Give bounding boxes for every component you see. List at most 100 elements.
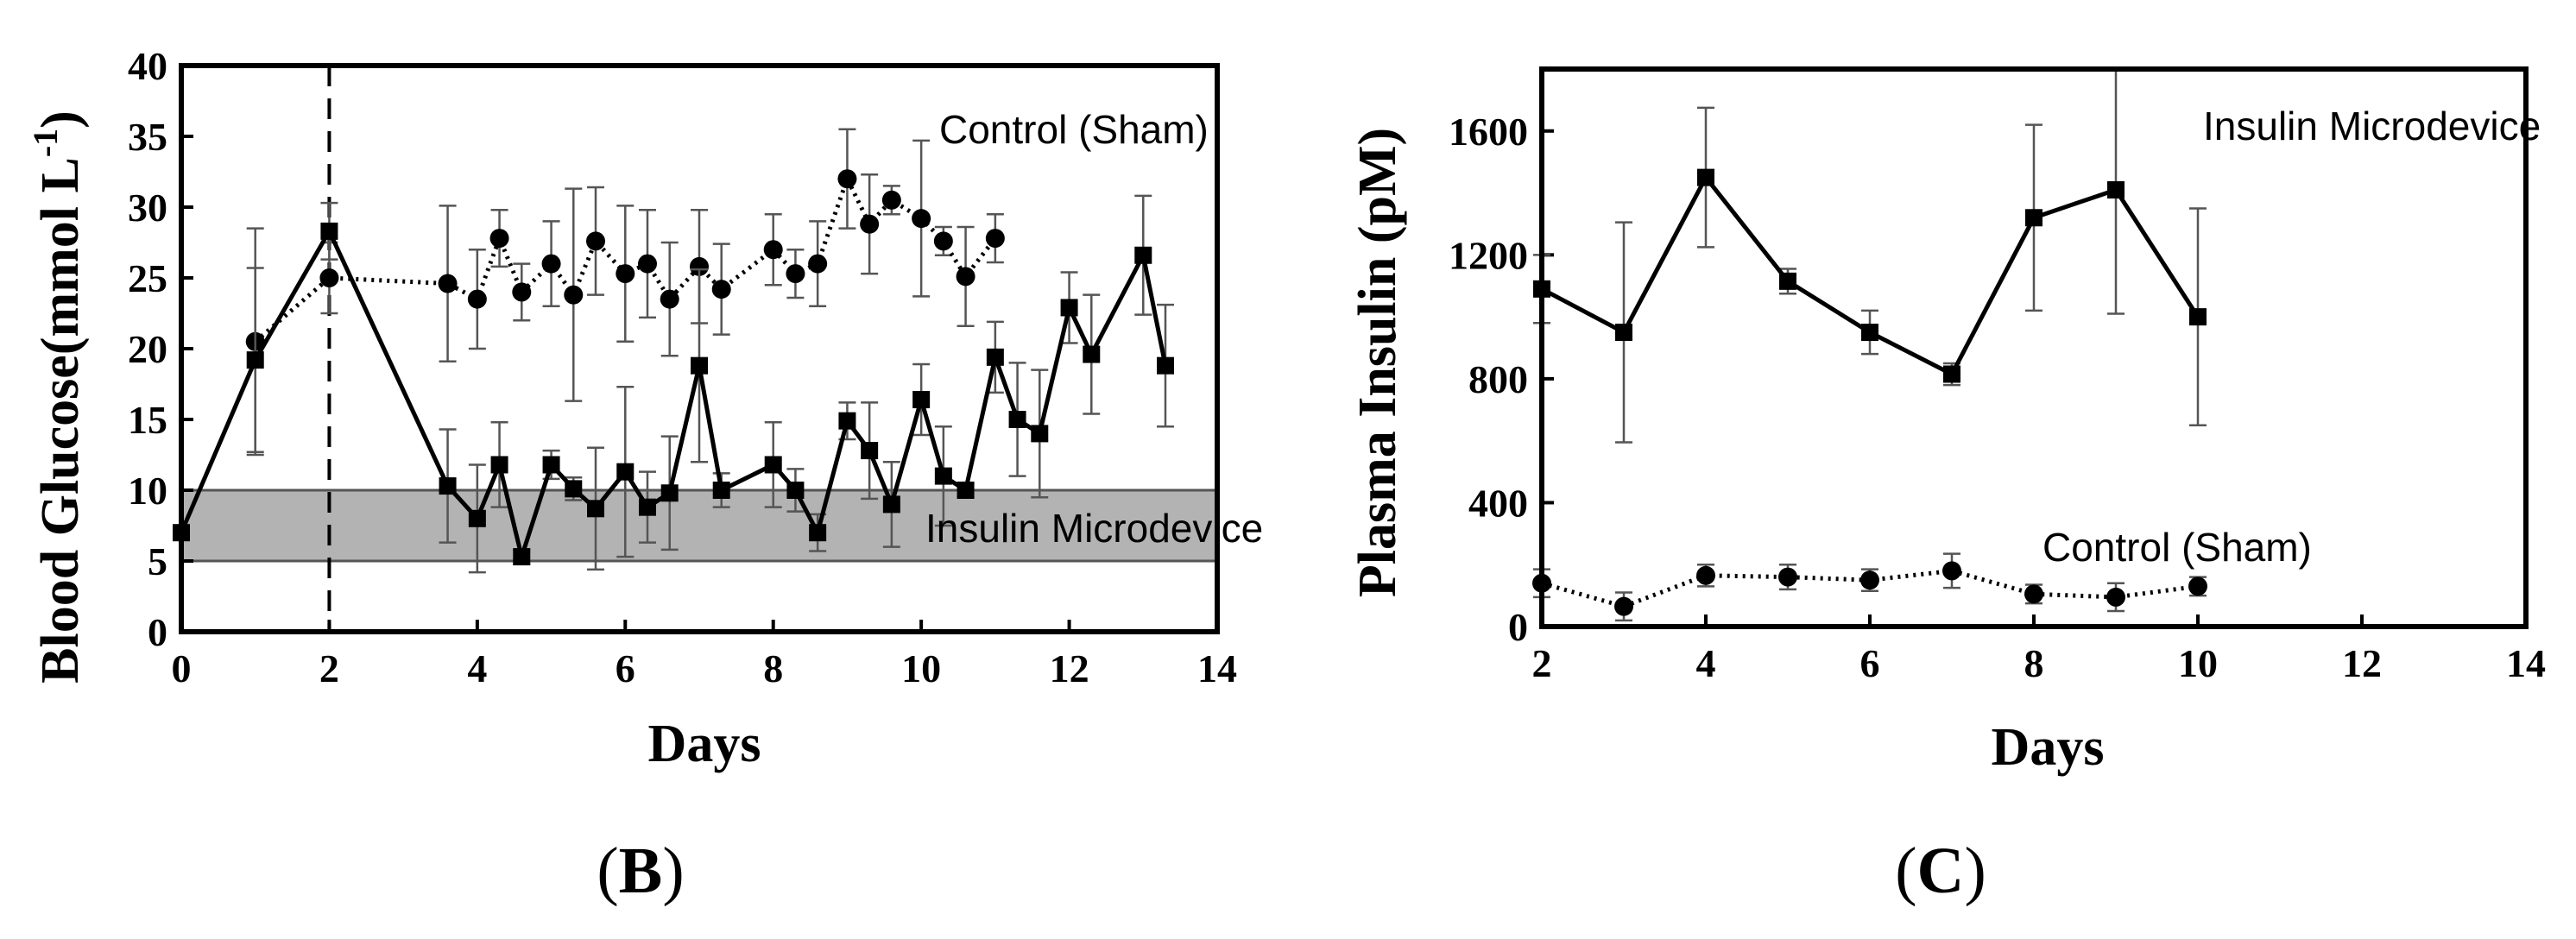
- normal-glucose-band: [180, 488, 1219, 563]
- b-series-control: [245, 128, 1005, 457]
- b-control-point: [541, 254, 561, 274]
- b-insulin-point: [809, 524, 827, 542]
- b-panel-label: (B): [597, 835, 684, 907]
- c-insulin-point: [1861, 324, 1878, 342]
- b-insulin-point: [882, 495, 900, 514]
- c-x-tick-label: 10: [2178, 641, 2218, 685]
- b-series-label-control: Control (Sham): [939, 107, 1209, 152]
- b-series-label-insulin: Insulin Microdevice: [925, 506, 1263, 551]
- b-x-tick-label: 8: [763, 646, 783, 690]
- b-control-point: [586, 231, 605, 251]
- b-insulin-point: [786, 482, 805, 499]
- b-insulin-point: [934, 467, 952, 485]
- b-control-point: [933, 231, 953, 251]
- b-x-tick-label: 2: [319, 646, 339, 690]
- b-insulin-point: [565, 480, 583, 498]
- c-y-axis-title: Plasma Insulin (pM): [1348, 128, 1407, 597]
- c-y-tick-label: 1600: [1449, 110, 1528, 154]
- b-control-point: [711, 280, 731, 299]
- c-series-control: [1532, 552, 2207, 622]
- c-control-point: [1614, 596, 1633, 616]
- b-y-axis-title-close: ): [31, 110, 90, 129]
- c-axis-ticks: 2 4 6 8 10 12 14 0 400 800 1200 1600: [1449, 110, 2546, 685]
- b-control-point: [467, 289, 487, 309]
- b-control-point: [319, 268, 339, 287]
- b-y-tick-label: 10: [128, 469, 167, 513]
- b-x-tick-label: 10: [901, 646, 941, 690]
- b-insulin-point: [957, 482, 975, 499]
- c-panel-letter: C: [1917, 835, 1965, 907]
- c-x-tick-label: 6: [1860, 641, 1880, 685]
- b-insulin-point: [513, 548, 531, 566]
- b-control-point: [808, 254, 828, 274]
- b-insulin-point: [639, 498, 656, 516]
- panel-b: 0 2 4 6 8 10 12 14 0 5 10 15 20 25 30 35 40 Control (Sha…: [26, 44, 1263, 907]
- b-plot-frame: [179, 63, 1220, 634]
- c-insulin-point: [1697, 168, 1714, 186]
- b-insulin-point: [1083, 345, 1101, 363]
- b-insulin-point: [246, 351, 264, 369]
- b-insulin-point: [764, 456, 782, 474]
- c-x-axis-title: Days: [1992, 718, 2105, 777]
- b-insulin-point: [838, 412, 856, 430]
- b-insulin-point: [468, 509, 486, 527]
- b-insulin-point: [691, 356, 708, 375]
- b-control-point: [690, 256, 709, 276]
- b-x-tick-label: 6: [616, 646, 635, 690]
- c-insulin-point: [2189, 308, 2207, 326]
- c-x-tick-label: 8: [2024, 641, 2044, 685]
- c-series-label-control: Control (Sham): [2042, 525, 2312, 570]
- c-control-point: [1860, 570, 1879, 590]
- c-y-tick-label: 1200: [1449, 233, 1528, 277]
- b-control-point: [956, 267, 975, 287]
- c-x-tick-label: 2: [1532, 641, 1552, 685]
- b-y-tick-label: 15: [128, 398, 167, 442]
- c-control-point: [2188, 577, 2207, 596]
- c-y-tick-label: 400: [1468, 481, 1528, 525]
- b-y-axis-title-sup: -1: [26, 129, 65, 157]
- b-control-point: [564, 285, 584, 305]
- b-panel-letter: B: [619, 835, 663, 907]
- c-insulin-point: [2107, 180, 2125, 199]
- c-panel-label: (C): [1895, 835, 1986, 907]
- b-series-layer: [173, 128, 1174, 574]
- b-insulin-point: [912, 391, 931, 409]
- b-insulin-point: [1008, 411, 1026, 428]
- b-control-point: [489, 229, 509, 249]
- b-insulin-point: [490, 456, 508, 474]
- c-insulin-point: [1779, 272, 1796, 290]
- b-insulin-point: [320, 222, 338, 240]
- b-insulin-point: [542, 456, 560, 474]
- b-control-point: [512, 282, 532, 302]
- c-y-tick-label: 800: [1468, 357, 1528, 401]
- b-insulin-point: [861, 442, 879, 460]
- b-x-tick-label: 14: [1197, 646, 1237, 690]
- c-insulin-point: [1943, 365, 1960, 383]
- b-control-point: [438, 274, 458, 293]
- b-insulin-point: [1031, 425, 1049, 443]
- b-y-tick-label: 20: [128, 327, 167, 371]
- b-control-point: [985, 229, 1005, 249]
- c-control-point: [2024, 584, 2043, 604]
- c-series-insulin: [1533, 67, 2207, 444]
- b-y-tick-label: 0: [148, 610, 167, 654]
- b-control-point: [912, 209, 931, 229]
- b-control-point: [881, 190, 901, 210]
- b-y-tick-label: 35: [128, 115, 167, 159]
- b-insulin-point: [439, 477, 457, 495]
- b-y-axis-title-main: Blood Glucose(mmol L: [31, 157, 90, 684]
- b-insulin-point: [986, 348, 1004, 366]
- b-series-insulin: [173, 194, 1174, 574]
- b-control-point: [638, 254, 657, 274]
- c-control-point: [1696, 565, 1715, 585]
- b-control-point: [616, 264, 635, 284]
- panel-c: 2 4 6 8 10 12 14 0 400 800 1200 1600 Insulin Microd…: [1348, 66, 2546, 907]
- b-y-tick-label: 30: [128, 186, 167, 230]
- b-x-tick-label: 4: [467, 646, 487, 690]
- b-y-tick-label: 25: [128, 256, 167, 300]
- b-insulin-point: [616, 463, 635, 481]
- b-control-point: [660, 289, 679, 309]
- b-y-tick-label: 5: [148, 539, 167, 583]
- c-insulin-point: [1615, 324, 1632, 342]
